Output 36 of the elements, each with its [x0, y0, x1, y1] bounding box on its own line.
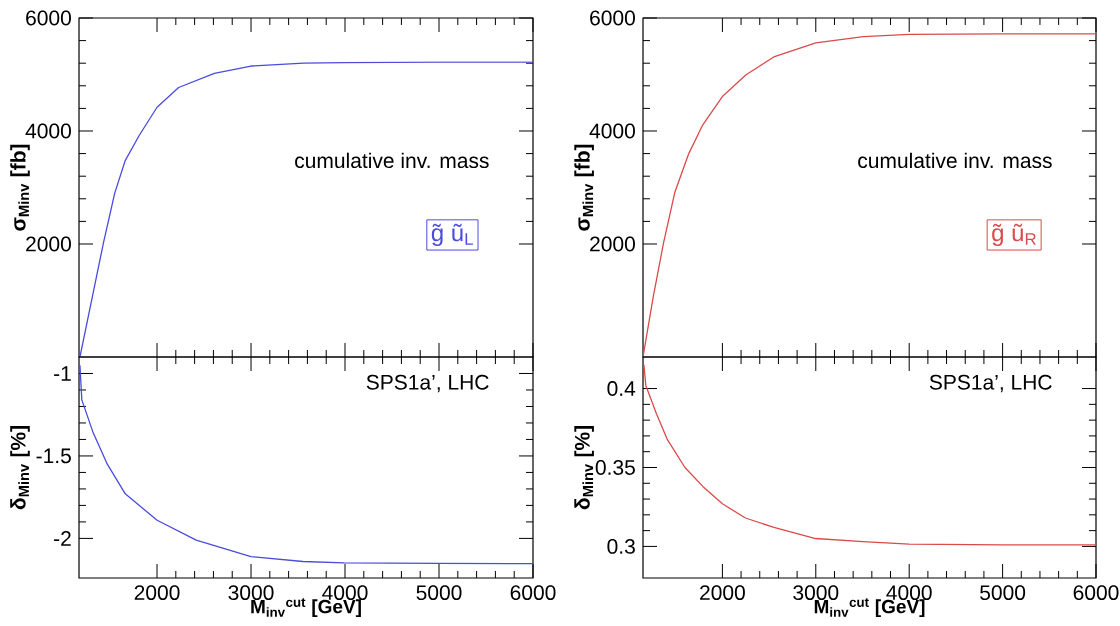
annotation: g̃ ũ$_{R}$ [992, 223, 1036, 247]
x-tick-label: 2000 [700, 585, 745, 601]
line-series [643, 364, 1096, 546]
y-axis-title: σ$_{Minv}$ [fb] [574, 144, 594, 231]
y-axis-title: δ$_{Minv}$ [%] [10, 426, 30, 510]
x-tick-label: 4000 [886, 585, 932, 601]
y-tick-label: 6000 [26, 10, 71, 26]
line-series [643, 33, 1096, 357]
x-tick-label: 4000 [322, 585, 368, 601]
line-series [79, 364, 533, 565]
x-tick-label: 6000 [510, 585, 556, 601]
x-tick-label: 3000 [793, 585, 839, 601]
y-axis-title: σ$_{Minv}$ [fb] [10, 144, 30, 231]
annotation: SPS1a’, LHC [929, 374, 1052, 393]
annotation: g̃ ũ$_{L}$ [431, 223, 473, 247]
y-tick-label: 2000 [590, 236, 635, 252]
y-tick-label: 0.35 [595, 460, 635, 475]
y-tick-label: 0.3 [607, 538, 635, 554]
y-tick-label: 0.4 [607, 381, 636, 396]
y-tick-label: 2000 [26, 236, 71, 252]
line-series [79, 61, 533, 357]
x-tick-label: 5000 [416, 585, 462, 601]
annotation: cumulative inv. mass [858, 152, 1052, 169]
y-tick-label: 4000 [589, 123, 635, 139]
x-tick-label: 2000 [134, 585, 180, 601]
x-tick-label: 3000 [228, 585, 274, 601]
y-tick-label: -1 [54, 366, 71, 381]
x-tick-label: 5000 [980, 585, 1026, 601]
y-tick-label: 6000 [590, 10, 635, 26]
y-tick-label: -1.5 [36, 448, 71, 464]
y-tick-label: -2 [54, 531, 71, 546]
annotation: cumulative inv. mass [295, 152, 489, 169]
y-tick-label: 4000 [25, 123, 71, 139]
y-axis-title: δ$_{Minv}$ [%] [574, 426, 594, 510]
x-tick-label: 6000 [1073, 585, 1119, 601]
annotation: SPS1a’, LHC [366, 374, 489, 393]
